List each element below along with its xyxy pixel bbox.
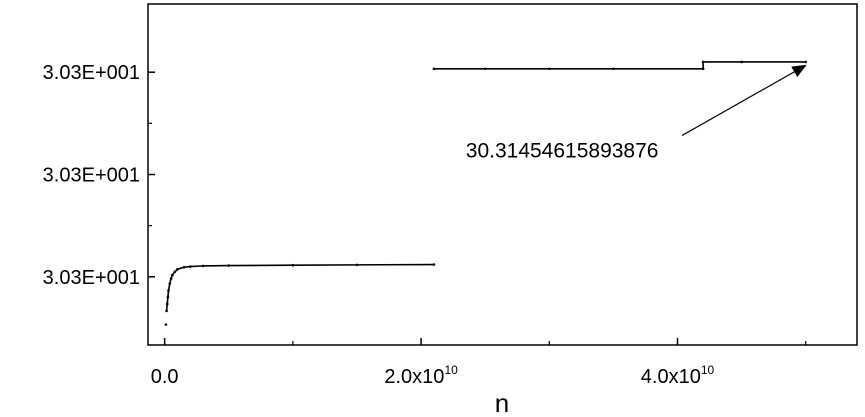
annotation: 30.31454615893876 bbox=[466, 64, 807, 162]
annotation-label: 30.31454615893876 bbox=[466, 139, 659, 162]
series-group bbox=[164, 60, 808, 326]
y-tick-label: 3.03E+001 bbox=[43, 165, 140, 187]
x-tick-label-exponent: 10 bbox=[444, 363, 458, 377]
x-tick-label-base: 0.0 bbox=[151, 366, 179, 388]
annotation-arrow bbox=[681, 64, 807, 136]
y-tick-label: 3.03E+001 bbox=[43, 62, 140, 84]
x-axis: 0.0 2.0x1010 4.0x1010 bbox=[151, 338, 807, 388]
x-tick-label-base: 4.0x10 bbox=[641, 366, 701, 388]
x-tick-label-base: 2.0x10 bbox=[384, 366, 444, 388]
data-point bbox=[804, 60, 808, 64]
x-tick-label: 0.0 bbox=[151, 366, 179, 388]
x-tick-label: 2.0x1010 bbox=[384, 363, 458, 388]
data-point bbox=[164, 323, 168, 326]
x-tick-label-exponent: 10 bbox=[701, 363, 715, 377]
x-tick-label: 4.0x1010 bbox=[641, 363, 715, 388]
x-axis-label: n bbox=[495, 388, 509, 417]
plot-frame bbox=[147, 3, 858, 346]
y-tick-label: 3.03E+001 bbox=[43, 267, 140, 289]
y-axis: 3.03E+001 3.03E+001 3.03E+001 bbox=[43, 62, 155, 289]
series-segment bbox=[190, 265, 204, 268]
data-point bbox=[432, 263, 436, 266]
